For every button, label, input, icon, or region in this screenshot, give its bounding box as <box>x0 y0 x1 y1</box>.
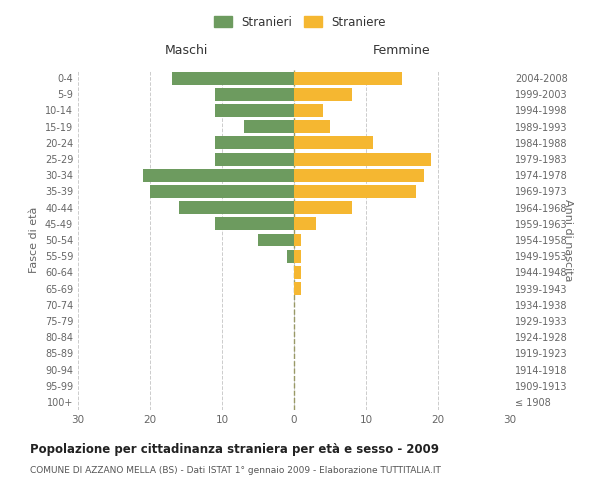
Text: Femmine: Femmine <box>373 44 431 57</box>
Bar <box>294 152 431 166</box>
Bar <box>287 250 294 262</box>
Y-axis label: Anni di nascita: Anni di nascita <box>563 198 573 281</box>
Bar <box>294 266 301 279</box>
Bar <box>294 169 424 181</box>
Bar <box>294 250 301 262</box>
Bar <box>294 185 416 198</box>
Text: Popolazione per cittadinanza straniera per età e sesso - 2009: Popolazione per cittadinanza straniera p… <box>30 442 439 456</box>
Bar <box>294 282 301 295</box>
Bar <box>294 72 402 85</box>
Bar <box>294 88 352 101</box>
Bar <box>215 218 294 230</box>
Bar <box>172 72 294 85</box>
Bar <box>143 169 294 181</box>
Bar <box>215 136 294 149</box>
Bar <box>215 88 294 101</box>
Y-axis label: Fasce di età: Fasce di età <box>29 207 39 273</box>
Bar <box>294 104 323 117</box>
Bar <box>294 136 373 149</box>
Bar <box>294 120 330 133</box>
Bar <box>150 185 294 198</box>
Bar <box>244 120 294 133</box>
Legend: Stranieri, Straniere: Stranieri, Straniere <box>209 11 391 34</box>
Bar <box>258 234 294 246</box>
Bar <box>179 201 294 214</box>
Bar <box>215 152 294 166</box>
Bar <box>294 201 352 214</box>
Bar <box>215 104 294 117</box>
Bar <box>294 218 316 230</box>
Bar <box>294 234 301 246</box>
Text: COMUNE DI AZZANO MELLA (BS) - Dati ISTAT 1° gennaio 2009 - Elaborazione TUTTITAL: COMUNE DI AZZANO MELLA (BS) - Dati ISTAT… <box>30 466 441 475</box>
Text: Maschi: Maschi <box>164 44 208 57</box>
